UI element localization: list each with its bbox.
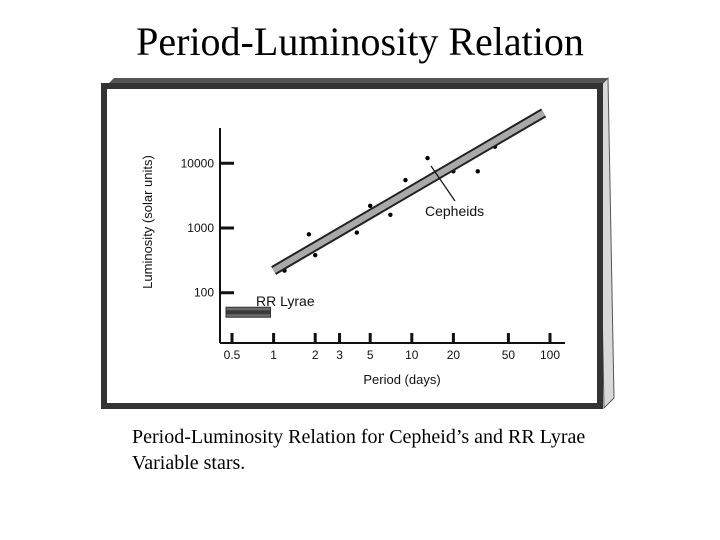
x-tick-label: 5 <box>367 348 374 362</box>
plot-panel <box>110 92 596 402</box>
annotation-rr-lyrae: RR Lyrae <box>256 293 315 309</box>
x-tick-label: 100 <box>540 348 560 362</box>
chart-marks <box>225 108 547 318</box>
cepheid-point <box>425 155 430 161</box>
rr-lyrae-band-core <box>226 310 271 315</box>
cepheid-point <box>403 177 408 183</box>
x-tick-label: 2 <box>312 348 319 362</box>
y-tick-label: 1000 <box>187 221 214 235</box>
cepheid-point <box>475 169 480 174</box>
chart-axes <box>219 128 565 344</box>
x-tick-label: 3 <box>336 348 343 362</box>
slide-title: Period-Luminosity Relation <box>136 19 584 64</box>
cepheid-trend-band <box>272 110 546 274</box>
cepheid-point <box>354 230 360 235</box>
x-axis-title: Period (days) <box>363 372 440 387</box>
cepheid-point <box>367 203 373 209</box>
x-tick-label: 50 <box>502 348 516 362</box>
x-tick-label: 1 <box>270 348 277 362</box>
y-axis-title: Luminosity (solar units) <box>140 155 155 289</box>
frame-border <box>101 83 603 409</box>
x-tick-label: 20 <box>447 348 461 362</box>
y-tick-label: 10000 <box>181 156 215 170</box>
cepheid-point <box>313 253 318 258</box>
annotation-cepheids: Cepheids <box>425 203 484 219</box>
slide-caption: Period-Luminosity Relation for Cepheid’s… <box>132 426 586 474</box>
cepheid-point <box>306 232 312 237</box>
cepheids-pointer <box>430 165 456 202</box>
cepheid-point <box>388 212 393 217</box>
x-tick-label: 10 <box>405 348 419 362</box>
chart-labels: 0.5 1 2 3 5 10 20 50 100 100 1000 10000 Period (days… <box>140 155 560 387</box>
y-tick-label: 100 <box>194 286 214 300</box>
x-tick-label: 0.5 <box>224 348 241 362</box>
